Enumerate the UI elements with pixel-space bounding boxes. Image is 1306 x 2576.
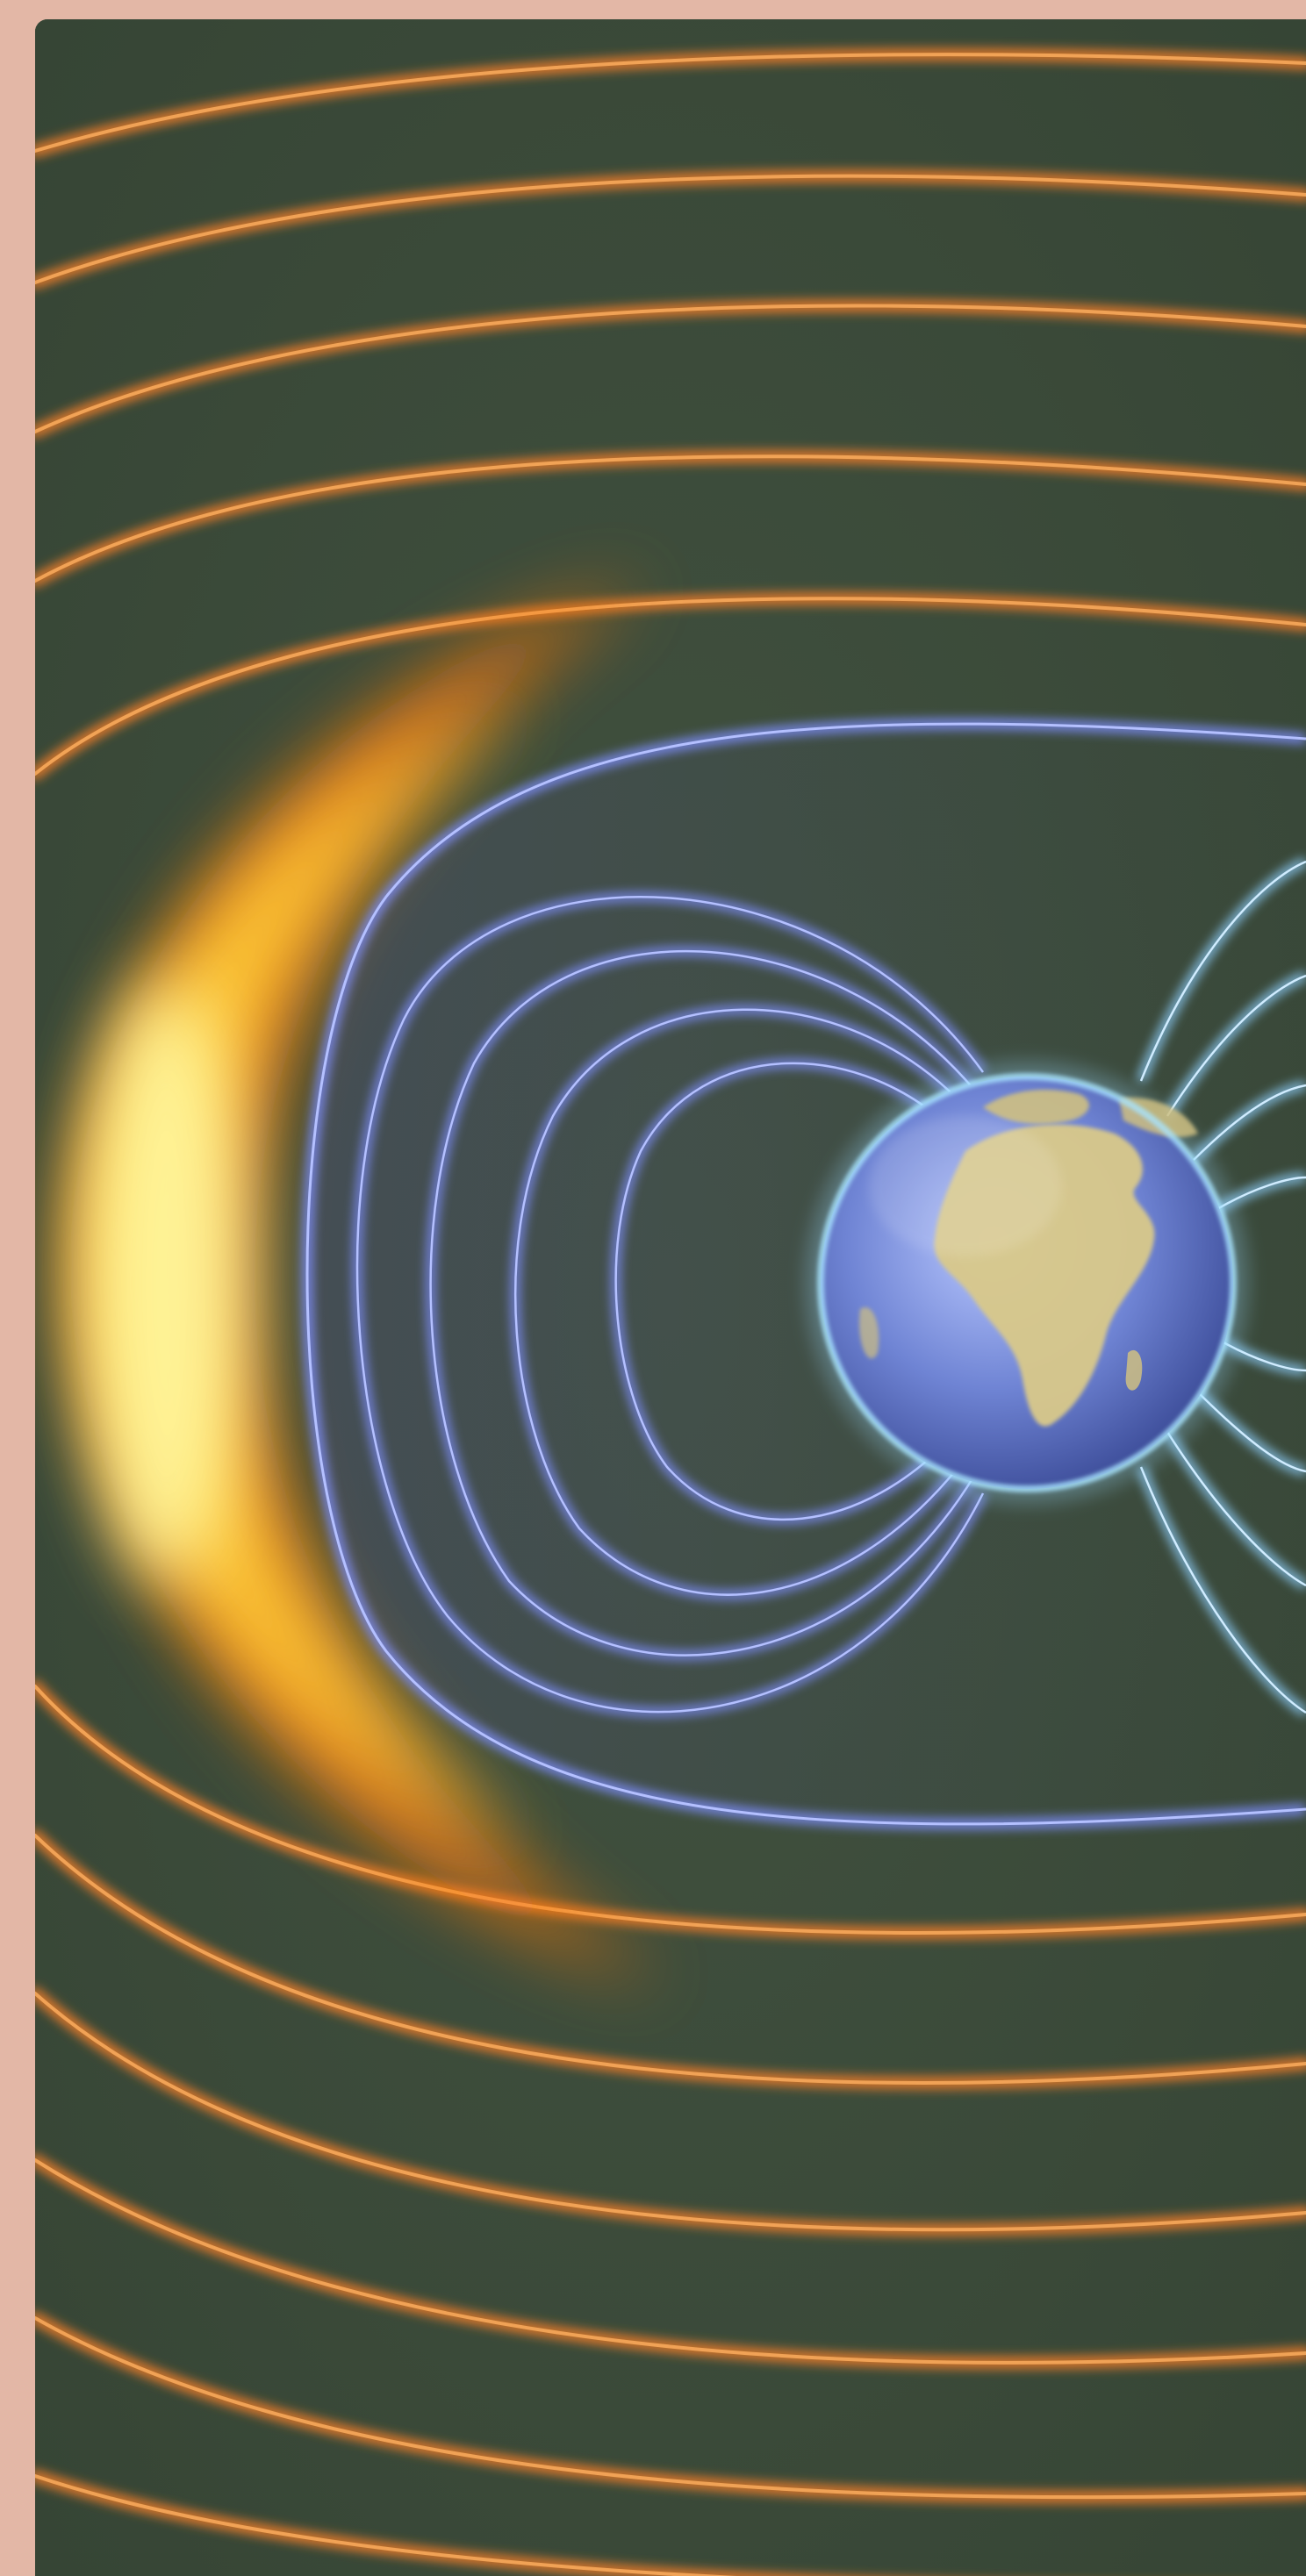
bow-shock xyxy=(70,581,667,1985)
magnetopause-highlight xyxy=(305,722,1306,1826)
south-america-landmass xyxy=(859,1307,879,1359)
earth-specular xyxy=(869,1116,1062,1256)
field-lines-dayside-highlight xyxy=(355,896,985,1714)
madagascar-landmass xyxy=(1125,1349,1143,1391)
earth-rim xyxy=(817,1073,1237,1492)
solar-wind-lines-upper-highlight xyxy=(35,53,1306,776)
solar-wind-lines-lower-highlight xyxy=(35,1685,1306,2576)
europe-landmass xyxy=(983,1090,1089,1125)
illustration-svg xyxy=(35,19,1306,2576)
earth xyxy=(794,1050,1259,1515)
field-lines-nightside-highlight xyxy=(1139,860,1306,1714)
magnetosphere-illustration xyxy=(35,19,1306,2576)
